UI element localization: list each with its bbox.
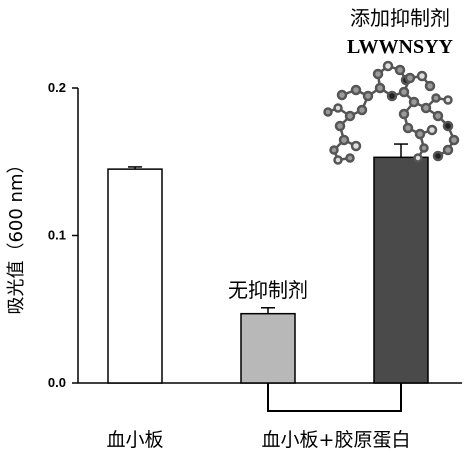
group-bracket bbox=[267, 383, 402, 412]
bar-3 bbox=[373, 156, 429, 384]
y-tick-label: 0.1 bbox=[48, 228, 66, 243]
error-bar-1 bbox=[128, 166, 142, 170]
category-label-platelet: 血小板 bbox=[106, 429, 163, 451]
error-bar-2 bbox=[261, 307, 275, 314]
y-tick-label: 0.2 bbox=[48, 80, 66, 95]
y-ticks: 0.0 0.1 0.2 bbox=[48, 80, 78, 390]
error-bar-3 bbox=[394, 143, 408, 158]
annotation-no-inhibitor: 无抑制剂 bbox=[228, 278, 308, 302]
y-tick-label: 0.0 bbox=[48, 375, 66, 390]
bar-1 bbox=[107, 168, 163, 384]
group-label: 血小板+胶原蛋白 bbox=[262, 429, 411, 451]
bar-2 bbox=[240, 312, 296, 384]
peptide-molecule-illustration bbox=[323, 60, 460, 165]
annotation-with-inhibitor: 添加抑制剂 bbox=[350, 6, 450, 30]
y-axis-label: 吸光值（600 nm） bbox=[6, 155, 27, 314]
bars bbox=[107, 143, 429, 384]
annotation-peptide: LWWNSYY bbox=[347, 36, 454, 58]
